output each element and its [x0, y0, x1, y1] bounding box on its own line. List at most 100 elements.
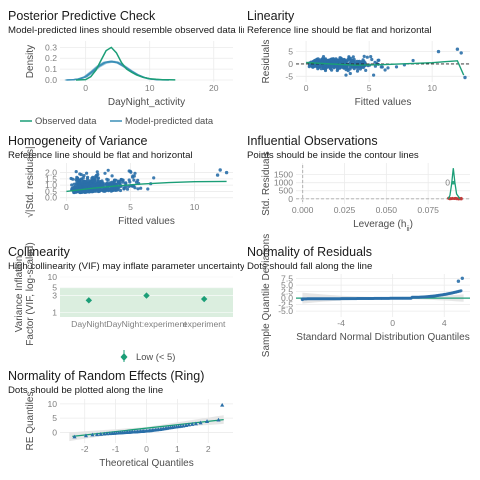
qq-point — [204, 419, 210, 423]
panel-linearity: Linearity Reference line should be flat a… — [247, 9, 470, 108]
y-tick-label: 5.0 — [281, 280, 293, 290]
data-point — [369, 55, 373, 59]
data-point — [110, 174, 114, 178]
data-point — [338, 65, 342, 70]
panel-title: Homogeneity of Variance — [8, 134, 147, 148]
vif-point — [85, 297, 93, 304]
data-point — [330, 64, 334, 68]
panel-subtitle: Reference line should be flat and horizo… — [8, 150, 193, 161]
qq-point — [220, 402, 225, 407]
panel-subtitle: Model-predicted lines should resemble ob… — [8, 25, 253, 36]
data-point — [136, 178, 140, 182]
data-point — [337, 58, 341, 62]
data-point — [95, 170, 99, 174]
data-point — [85, 171, 89, 175]
outlier-point — [300, 297, 305, 302]
qq-point — [94, 432, 100, 437]
data-point — [86, 179, 90, 183]
data-point — [356, 60, 361, 64]
outlier-point — [459, 51, 463, 55]
data-point — [85, 183, 89, 187]
data-point — [79, 177, 84, 181]
data-point — [92, 179, 96, 183]
panel-title: Linearity — [247, 9, 295, 23]
outlier-point — [460, 276, 464, 280]
data-point — [136, 187, 140, 191]
panel-influential-observations: Influential Observations Points should be… — [247, 134, 470, 233]
outlier-point — [215, 173, 220, 177]
data-point — [344, 73, 348, 77]
data-point — [383, 68, 387, 72]
y-axis-label: RE Quantiles — [25, 392, 36, 451]
data-point — [323, 58, 327, 62]
data-point — [373, 60, 377, 64]
data-point — [132, 174, 136, 178]
y-tick-label: 1000 — [274, 178, 293, 188]
data-point — [364, 68, 368, 72]
x-tick-label: 0 — [83, 83, 88, 93]
panel-title: Influential Observations — [247, 134, 378, 148]
panel-subtitle: Dots should be plotted along the line — [8, 385, 163, 396]
data-point — [377, 58, 381, 62]
y-tick-label: 5 — [52, 413, 57, 423]
data-point — [73, 184, 77, 189]
y-tick-label: -5 — [285, 71, 293, 81]
data-point — [78, 181, 82, 185]
data-point — [365, 55, 369, 59]
data-point — [71, 177, 75, 181]
outlier-point — [436, 49, 441, 54]
x-tick-label: 10 — [427, 83, 437, 93]
outlier-point — [224, 170, 229, 175]
panel-posterior-predictive-check: Posterior Predictive Check Model-predicte… — [8, 9, 253, 126]
y-tick-label: 1500 — [274, 170, 293, 180]
panel-background — [60, 41, 233, 82]
y-tick-label: 0 — [288, 194, 293, 204]
qq-point — [98, 432, 103, 436]
qq-point — [186, 422, 191, 427]
x-axis-label-main: Fitted values — [118, 216, 175, 227]
x-tick-label: 0.025 — [334, 205, 356, 215]
outlier-point — [456, 279, 461, 283]
y-tick-label: 0.1 — [45, 64, 57, 74]
data-point — [107, 187, 111, 191]
data-point — [312, 64, 316, 69]
panel-title: Posterior Predictive Check — [8, 9, 156, 23]
data-point — [411, 58, 415, 63]
data-point — [116, 188, 120, 192]
smooth-line — [66, 180, 227, 193]
panel-homogeneity-of-variance: Homogeneity of Variance Reference line sh… — [8, 134, 233, 227]
y-tick-label: 1.0 — [45, 180, 57, 190]
data-point — [459, 289, 463, 293]
y-axis-label: Density — [25, 45, 36, 78]
y-tick-label: 5 — [52, 283, 57, 293]
data-point — [119, 178, 123, 182]
data-point — [348, 67, 352, 71]
data-point — [372, 73, 376, 77]
x-tick-label: 0 — [304, 83, 309, 93]
panel-normality-of-residuals: Normality of Residuals Dots should fall a… — [247, 234, 470, 357]
data-point — [319, 67, 323, 71]
x-axis-label: Standard Normal Distribution Quantiles — [296, 332, 469, 343]
data-point — [334, 65, 339, 69]
figure-root: Posterior Predictive Check Model-predicte… — [8, 9, 470, 469]
y-tick-label: 2.0 — [45, 168, 57, 178]
data-point — [348, 71, 352, 76]
qq-point — [193, 421, 199, 426]
data-point — [328, 58, 333, 62]
x-axis-label: Fitted values — [118, 216, 175, 227]
x-tick-label: 5 — [128, 202, 133, 212]
data-point — [75, 179, 79, 183]
x-tick-label: 4 — [442, 318, 447, 328]
y-tick-label: 10 — [47, 272, 57, 282]
y-tick-label: 2.5 — [281, 287, 293, 297]
legend-label-low: Low (< 5) — [136, 351, 175, 362]
y-tick-label: 0.0 — [45, 193, 57, 203]
outlier-point — [218, 168, 222, 172]
data-point — [83, 183, 87, 187]
y-tick-label: -2.5 — [278, 300, 293, 310]
outlier-point — [463, 75, 467, 80]
data-point — [82, 180, 86, 184]
data-point — [128, 180, 132, 184]
panel-title: Collinearity — [8, 245, 71, 259]
y-tick-label: 0 — [52, 427, 57, 437]
